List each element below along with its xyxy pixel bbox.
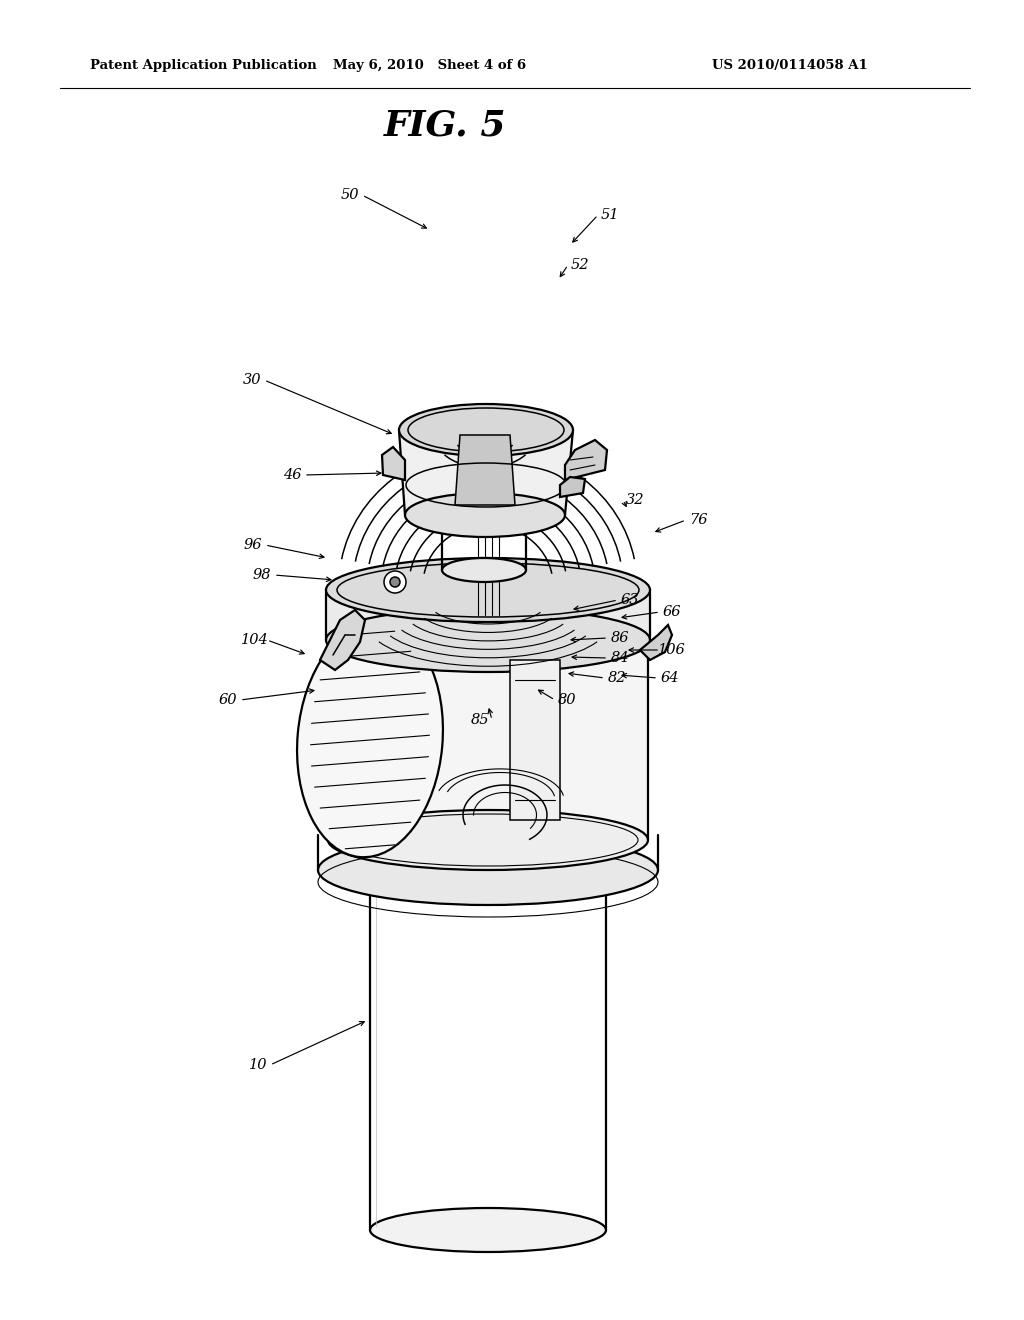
Text: 10: 10 [249, 1059, 267, 1072]
Polygon shape [328, 635, 648, 840]
Text: 46: 46 [283, 469, 301, 482]
Ellipse shape [390, 577, 400, 587]
Polygon shape [455, 436, 515, 506]
Text: May 6, 2010   Sheet 4 of 6: May 6, 2010 Sheet 4 of 6 [334, 58, 526, 71]
Text: 96: 96 [244, 539, 262, 552]
Text: 52: 52 [570, 257, 589, 272]
Text: US 2010/0114058 A1: US 2010/0114058 A1 [712, 58, 868, 71]
Text: 64: 64 [660, 671, 679, 685]
Polygon shape [565, 440, 607, 480]
Ellipse shape [326, 609, 650, 672]
Ellipse shape [370, 818, 606, 862]
Polygon shape [326, 590, 650, 640]
Text: 63: 63 [621, 593, 639, 607]
Ellipse shape [326, 558, 650, 622]
Text: 85: 85 [471, 713, 489, 727]
Polygon shape [640, 624, 672, 660]
Polygon shape [319, 610, 365, 671]
Text: 86: 86 [610, 631, 630, 645]
Text: 80: 80 [558, 693, 577, 708]
Ellipse shape [328, 605, 648, 665]
Text: 32: 32 [626, 492, 644, 507]
Text: 84: 84 [610, 651, 630, 665]
Ellipse shape [399, 404, 573, 455]
Ellipse shape [406, 492, 565, 537]
Ellipse shape [442, 558, 526, 582]
Polygon shape [510, 660, 560, 820]
Ellipse shape [328, 810, 648, 870]
Text: FIG. 5: FIG. 5 [384, 108, 506, 143]
Polygon shape [382, 447, 406, 480]
Text: 106: 106 [658, 643, 686, 657]
Ellipse shape [442, 498, 526, 521]
Text: 66: 66 [663, 605, 681, 619]
Ellipse shape [318, 836, 658, 906]
Text: 104: 104 [241, 634, 269, 647]
Text: 76: 76 [689, 513, 708, 527]
Polygon shape [560, 477, 585, 498]
Ellipse shape [297, 623, 443, 857]
Text: 98: 98 [253, 568, 271, 582]
Text: 60: 60 [219, 693, 238, 708]
Text: Patent Application Publication: Patent Application Publication [90, 58, 316, 71]
Ellipse shape [370, 1208, 606, 1251]
Text: 51: 51 [601, 209, 620, 222]
Text: 30: 30 [243, 374, 261, 387]
Text: 50: 50 [341, 187, 359, 202]
Polygon shape [400, 430, 573, 515]
Text: 82: 82 [608, 671, 627, 685]
Ellipse shape [384, 572, 406, 593]
